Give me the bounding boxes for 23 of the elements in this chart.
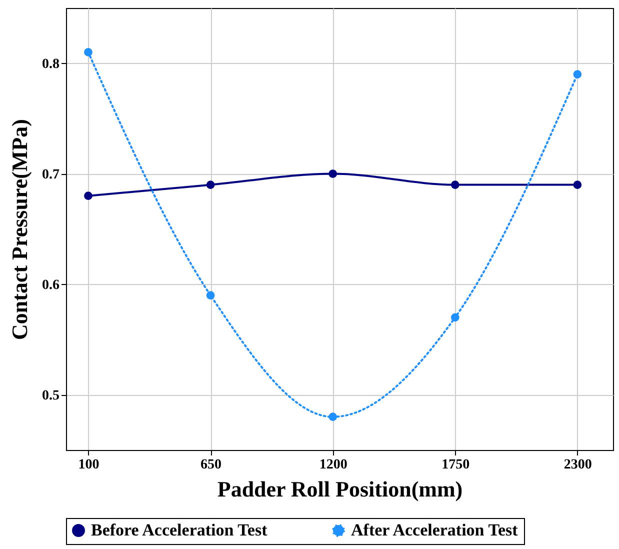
point <box>328 170 338 178</box>
point <box>206 180 215 189</box>
y-tick-label: 0.6 <box>42 278 60 293</box>
y-axis-title: Contact Pressure(MPa) <box>7 119 32 340</box>
point <box>84 48 92 56</box>
x-tick-label: 1750 <box>442 458 470 472</box>
point <box>450 180 460 189</box>
x-tick-label: 100 <box>78 458 100 472</box>
x-tick-label: 2300 <box>564 458 592 472</box>
point <box>450 313 460 322</box>
y-tick-label: 0.8 <box>42 56 60 72</box>
x-tick-label: 1200 <box>319 458 348 472</box>
legend-label: After Acceleration Test <box>351 520 518 540</box>
point <box>328 412 338 422</box>
x-tick-label: 650 <box>200 458 222 472</box>
legend-label: Before Acceleration Test <box>91 520 268 540</box>
y-tick-label: 0.7 <box>42 167 60 182</box>
point <box>573 70 582 78</box>
point <box>573 180 582 189</box>
point <box>206 291 215 300</box>
x-axis-title: Padder Roll Position(mm) <box>217 476 463 502</box>
point <box>84 192 92 200</box>
y-tick-label: 0.5 <box>42 388 60 404</box>
